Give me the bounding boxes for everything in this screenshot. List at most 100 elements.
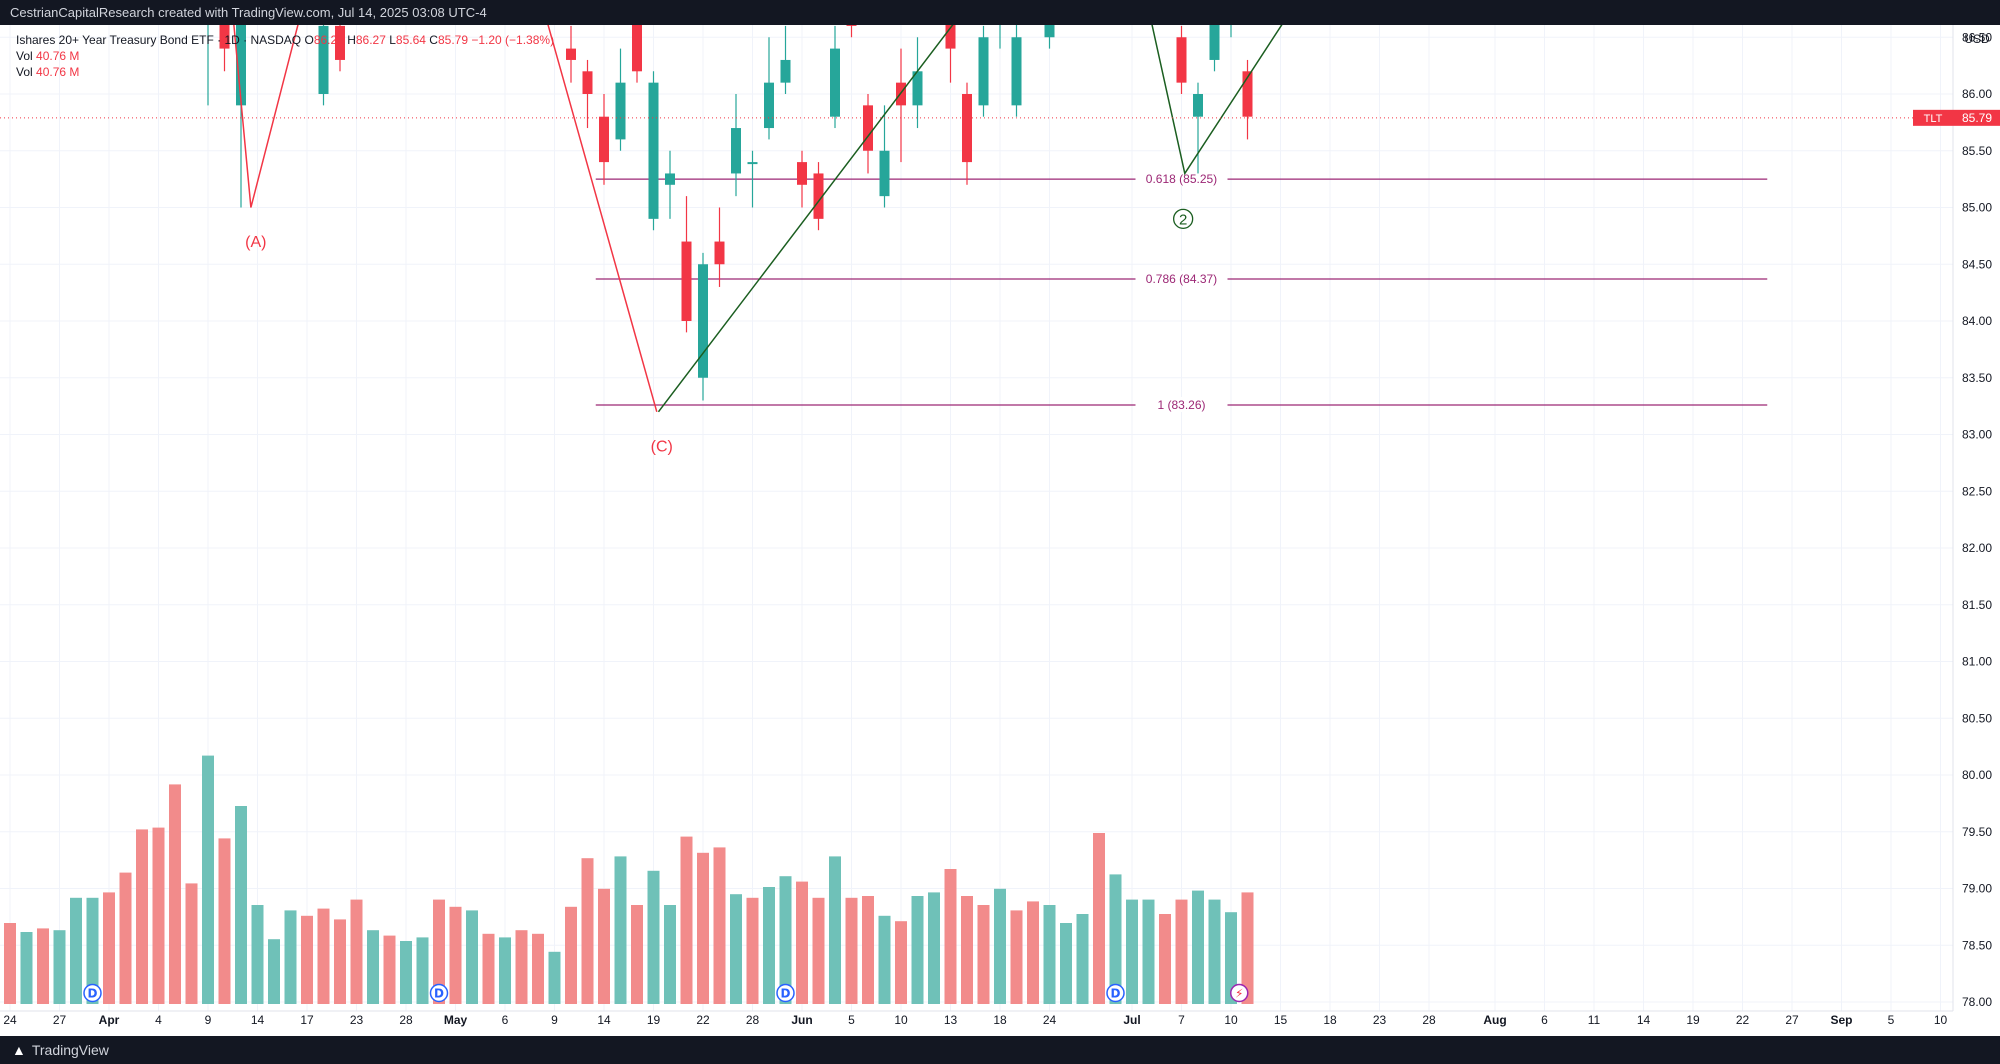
candle [764,37,774,140]
legend: Ishares 20+ Year Treasury Bond ETF · 1D … [16,32,554,80]
time-axis-label: 24 [1043,1013,1057,1027]
price-axis-label: 78.50 [1962,938,1992,952]
price-axis-label: 81.50 [1962,598,1992,612]
legend-vol-label-2: Vol [16,65,33,79]
event-marker-circle [1230,983,1249,1003]
candle-body [945,3,956,49]
candle-body [648,82,659,219]
time-axis-label: 15 [1274,1013,1288,1027]
event-markers: D D D D ⚡ [83,983,1249,1003]
price-axis-label: 82.00 [1962,541,1992,555]
candle-body [978,37,989,106]
candle [582,59,593,129]
time-axis-label: 6 [502,1013,509,1027]
tradingview-logo-icon: ▲ [12,1042,26,1058]
volume-bar [53,930,66,1004]
candle-body [863,105,873,151]
candle-body [1044,0,1055,38]
time-axis-label: 18 [1323,1013,1337,1027]
legend-high-label: H [347,33,356,47]
price-axis-label: 82.50 [1962,484,1992,498]
time-axis-label: 6 [1541,1013,1548,1027]
candle [978,25,989,117]
time-axis-label: 23 [1373,1013,1387,1027]
candle-body [912,71,923,106]
attribution-text: CestrianCapitalResearch created with Tra… [10,5,487,20]
time-axis-label: Sep [1830,1013,1852,1027]
volume-bar [466,910,478,1004]
price-axis-label: 86.00 [1962,87,1992,101]
volume-bar [86,897,99,1004]
volume-bar [1060,923,1072,1004]
candle-body [1011,37,1022,106]
volume-bar [367,930,379,1004]
time-axis-label: 10 [1934,1013,1948,1027]
volume-bar [845,897,858,1004]
time-axis-label: 5 [848,1013,855,1027]
volume-bar [631,905,643,1004]
wave-line-red [230,0,658,413]
volume-bar [911,896,924,1004]
legend-close-label: C [429,33,438,47]
candle [1242,59,1253,140]
time-axis-label: 14 [597,1013,611,1027]
brand-bar: ▲ TradingView [0,1036,2000,1064]
volume-bar [482,933,495,1004]
candle [698,252,708,401]
price-chart-svg[interactable]: 0 (88.46)0.618 (85.25)0.786 (84.37)1 (83… [0,0,2000,1036]
legend-vol-label: Vol [16,49,33,63]
volume-bar [301,915,313,1004]
volume-bar [499,937,511,1004]
candle-body [797,162,807,185]
volume-bar [1043,905,1056,1004]
volume-bar [664,905,676,1004]
volume-bar [1208,899,1221,1004]
candle [632,0,642,83]
volume-bar [400,941,412,1004]
volume-bar [532,933,544,1004]
fib-level-label: 0.618 (85.25) [1146,172,1217,186]
event-marker-dividend: D [88,987,98,1001]
price-axis-label: 83.00 [1962,428,1992,442]
volume-bar [977,905,990,1004]
candle [566,25,576,83]
candle-body [879,150,890,197]
volume-bar [779,876,792,1004]
time-axis-label: Jul [1123,1013,1140,1027]
volume-bar [515,930,528,1004]
event-marker-dividend: D [781,987,791,1001]
legend-volume-row-1: Vol 40.76 M [16,48,554,64]
candle-body [813,173,824,219]
volume-bar [1225,912,1237,1004]
volume-bar [680,836,693,1004]
volume-bar [812,897,825,1004]
candle [1209,0,1220,72]
price-axis-label: 78.00 [1962,995,1992,1009]
time-axis-label: 5 [1888,1013,1895,1027]
volume-bar [202,755,214,1004]
volume-bar [862,896,874,1004]
chart-area[interactable]: 0 (88.46)0.618 (85.25)0.786 (84.37)1 (83… [0,0,2000,1036]
volume-bar [1076,914,1089,1004]
volume-bar [103,892,115,1004]
candle [747,150,758,208]
candle-body [318,25,329,94]
volume-bar [1109,874,1122,1004]
volume-bar [928,892,940,1004]
candle-body [599,116,609,163]
candle-body [665,173,675,185]
time-axis-label: 10 [1224,1013,1238,1027]
time-axis-label: 7 [1178,1013,1185,1027]
candle [665,150,675,219]
legend-low-label: L [389,33,396,47]
time-axis-bg [0,1011,1953,1036]
price-axis-label: 81.00 [1962,655,1992,669]
volume-bar [994,888,1006,1004]
candle [1044,0,1055,49]
volume-bar [4,923,16,1004]
event-marker-split: ⚡ [1235,987,1243,1001]
candle [945,0,956,83]
volume-bar [433,899,445,1004]
candle-body [632,0,642,72]
volume-bar [548,951,561,1004]
